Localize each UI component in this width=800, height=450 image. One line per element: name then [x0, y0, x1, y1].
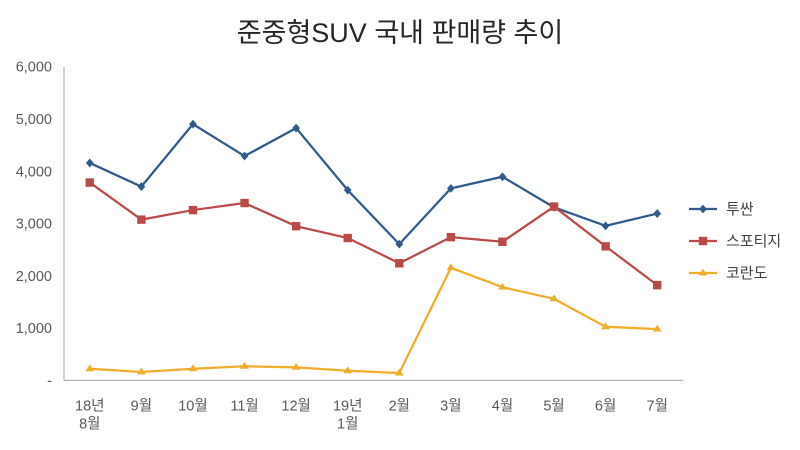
svg-text:7월: 7월	[647, 397, 668, 414]
svg-text:스포티지: 스포티지	[726, 233, 781, 250]
svg-text:-: -	[47, 373, 52, 389]
svg-text:1,000: 1,000	[16, 321, 52, 337]
svg-text:5월: 5월	[543, 397, 564, 414]
svg-text:2월: 2월	[389, 397, 410, 414]
svg-text:1월: 1월	[337, 415, 358, 432]
svg-text:투싼: 투싼	[726, 201, 754, 218]
svg-text:12월: 12월	[281, 397, 310, 414]
svg-text:11월: 11월	[230, 397, 258, 414]
svg-text:코란도: 코란도	[726, 265, 768, 282]
svg-text:10월: 10월	[178, 397, 207, 414]
svg-text:4,000: 4,000	[16, 164, 52, 180]
svg-text:5,000: 5,000	[16, 112, 52, 128]
svg-text:3월: 3월	[440, 397, 461, 414]
svg-text:9월: 9월	[131, 397, 152, 414]
svg-text:19년: 19년	[333, 397, 362, 414]
svg-text:6월: 6월	[595, 397, 616, 414]
svg-text:18년: 18년	[75, 397, 104, 414]
svg-text:8월: 8월	[79, 415, 100, 432]
svg-text:2,000: 2,000	[16, 269, 52, 285]
svg-text:6,000: 6,000	[16, 60, 52, 76]
svg-text:3,000: 3,000	[16, 217, 52, 233]
svg-text:4월: 4월	[492, 397, 513, 414]
